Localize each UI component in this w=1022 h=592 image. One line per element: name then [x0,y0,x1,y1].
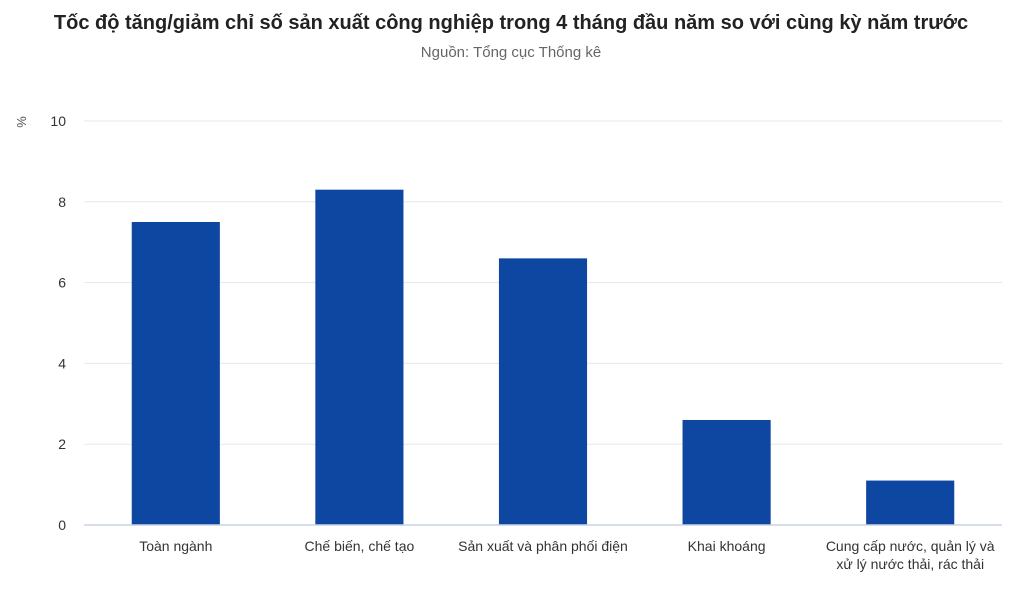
bar-3 [682,419,771,525]
x-tick-label-0: Toàn ngành [139,538,212,554]
y-tick-label-0: 0 [58,517,66,533]
bar-2 [498,258,588,525]
x-tick-label-3-line-0: Khai khoáng [688,538,766,554]
bar-4 [866,480,955,525]
x-tick-label-1: Chế biến, chế tạo [305,538,415,554]
bars [131,189,955,525]
x-tick-label-2: Sản xuất và phân phối điện [458,538,628,554]
y-axis-unit-label: % [14,116,29,128]
y-tick-label-8: 8 [58,194,66,210]
chart-subtitle: Nguồn: Tổng cục Thống kê [420,44,602,61]
x-tick-label-4-line-1: xử lý nước thải, rác thải [836,556,984,572]
y-tick-label-2: 2 [58,436,66,452]
axes: 0 2 4 6 8 10% Toàn ngành Chế biến, chế tạo Sản x… [14,113,1002,572]
y-tick-label-10: 10 [50,113,66,129]
bar-0 [131,222,220,525]
bar-1 [315,189,404,525]
x-tick-label-4: Cung cấp nước, quản lý và xử lý nước thải… [826,538,995,572]
chart-title: Tốc độ tăng/giảm chỉ số sản xuất công ng… [53,12,969,34]
x-tick-label-2-line-0: Sản xuất và phân phối điện [458,538,628,554]
x-tick-label-0-line-0: Toàn ngành [139,538,212,554]
x-tick-label-3: Khai khoáng [688,538,766,554]
x-tick-label-1-line-0: Chế biến, chế tạo [305,538,415,554]
y-tick-label-4: 4 [58,355,66,371]
x-tick-label-4-line-0: Cung cấp nước, quản lý và [826,538,995,554]
y-tick-label-6: 6 [58,275,66,291]
